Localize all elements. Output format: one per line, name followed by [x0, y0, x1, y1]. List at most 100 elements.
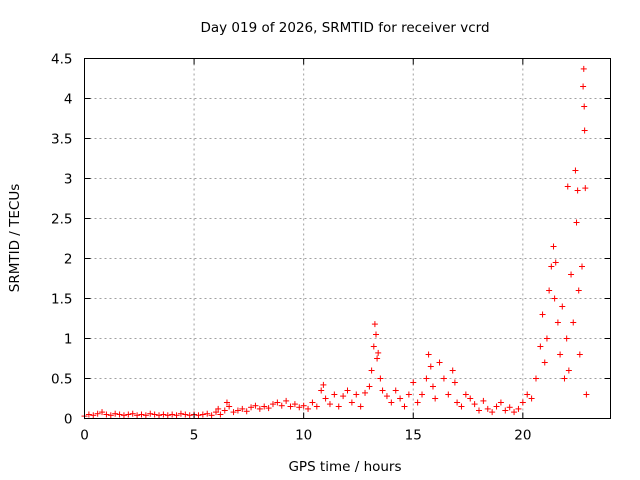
data-point [340, 393, 347, 400]
data-point [405, 391, 412, 398]
data-point [519, 399, 526, 406]
data-point [551, 295, 558, 302]
data-point [532, 375, 539, 382]
data-point [366, 383, 373, 390]
data-point [125, 411, 132, 418]
data-point [583, 391, 590, 398]
x-tick-label: 15 [405, 428, 422, 444]
data-point [561, 375, 568, 382]
data-point [372, 331, 379, 338]
data-point [497, 399, 504, 406]
data-point [156, 412, 163, 419]
data-point [552, 259, 559, 266]
data-point [515, 405, 522, 412]
data-point [265, 405, 272, 412]
plot-frame [84, 58, 611, 419]
data-point [574, 187, 581, 194]
data-point [550, 243, 557, 250]
data-point [493, 403, 500, 410]
data-point [480, 397, 487, 404]
data-point [305, 405, 312, 412]
data-point [484, 405, 491, 412]
data-point [331, 391, 338, 398]
data-point [269, 401, 276, 408]
data-point [568, 271, 575, 278]
data-point [570, 319, 577, 326]
y-tick-label: 4.5 [51, 52, 72, 68]
data-point [576, 351, 583, 358]
data-point [375, 349, 382, 356]
data-point [283, 397, 290, 404]
data-point [142, 412, 149, 419]
data-point [322, 395, 329, 402]
data-point [160, 411, 167, 418]
data-point [182, 411, 189, 418]
data-point [252, 402, 259, 409]
data-point [107, 412, 114, 419]
data-point [287, 403, 294, 410]
data-point [401, 403, 408, 410]
data-point [208, 412, 215, 419]
data-point [445, 391, 452, 398]
data-point [362, 389, 369, 396]
data-point [572, 167, 579, 174]
data-point [274, 399, 281, 406]
data-point [348, 399, 355, 406]
data-point [449, 367, 456, 374]
data-point [103, 411, 110, 418]
data-point [377, 375, 384, 382]
data-point [226, 403, 233, 410]
axis-ticks: 0 5 10 15 20 0 0.5 1 1.5 2 2.5 3 3.5 4 4.5 [51, 52, 611, 444]
data-point [392, 387, 399, 394]
data-point [580, 83, 587, 90]
data-point [230, 409, 237, 416]
data-point [467, 395, 474, 402]
data-point [353, 391, 360, 398]
data-point [397, 395, 404, 402]
data-point [147, 410, 154, 417]
data-point [548, 263, 555, 270]
x-tick-label: 10 [295, 428, 312, 444]
data-point [414, 399, 421, 406]
data-point [489, 409, 496, 416]
data-point [357, 403, 364, 410]
data-point [557, 351, 564, 358]
data-point [541, 359, 548, 366]
data-point [94, 410, 101, 417]
data-point [199, 411, 206, 418]
data-point [436, 359, 443, 366]
data-point [440, 375, 447, 382]
data-point [462, 391, 469, 398]
data-point [85, 411, 92, 418]
data-point [573, 219, 580, 226]
data-point [313, 403, 320, 410]
chart-title: Day 019 of 2026, SRMTID for receiver vcr… [200, 20, 489, 36]
data-point [177, 410, 184, 417]
data-point [582, 185, 589, 192]
data-point [370, 343, 377, 350]
data-point [186, 412, 193, 419]
y-tick-label: 0 [64, 412, 73, 428]
y-tick-label: 4 [64, 92, 73, 108]
y-axis-label: SRMTID / TECUs [7, 184, 23, 292]
data-point [565, 367, 572, 374]
data-points [81, 65, 590, 420]
data-point [248, 404, 255, 411]
data-point [427, 363, 434, 370]
data-point [112, 410, 119, 417]
data-point [564, 183, 571, 190]
data-point [502, 407, 509, 414]
data-point [234, 407, 241, 414]
data-point [134, 412, 141, 419]
data-point [116, 411, 123, 418]
data-point [374, 355, 381, 362]
data-point [120, 412, 127, 419]
data-point [476, 407, 482, 414]
data-point [195, 412, 202, 419]
data-point [99, 409, 106, 416]
data-point [296, 404, 303, 411]
data-point [559, 303, 566, 310]
data-point [204, 410, 211, 417]
data-point [318, 387, 325, 394]
